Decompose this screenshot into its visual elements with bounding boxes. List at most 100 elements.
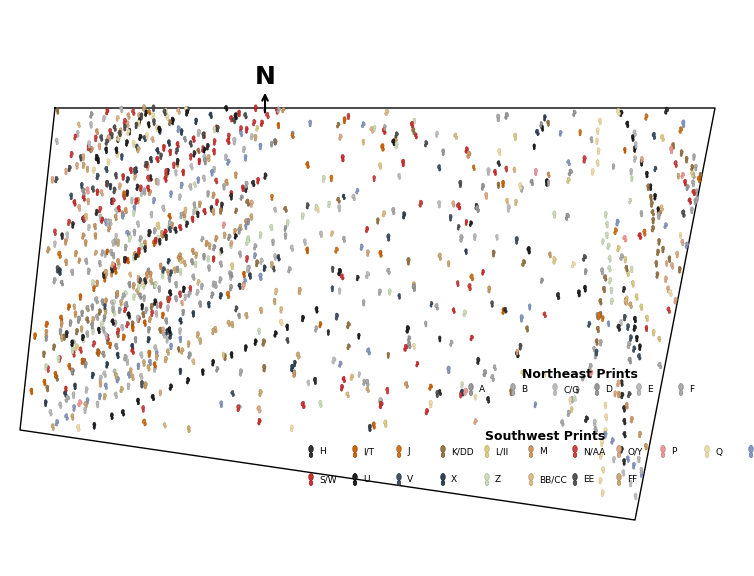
Ellipse shape [626,406,628,409]
Ellipse shape [234,172,238,176]
Ellipse shape [86,305,89,309]
Ellipse shape [319,400,322,405]
Ellipse shape [616,384,619,387]
Ellipse shape [74,137,76,140]
Text: Southwest Prints: Southwest Prints [485,430,605,443]
Ellipse shape [319,321,322,325]
Ellipse shape [678,266,682,271]
Ellipse shape [315,204,318,209]
Ellipse shape [362,139,365,143]
Ellipse shape [526,329,529,332]
Ellipse shape [195,210,197,214]
Ellipse shape [633,146,636,150]
Ellipse shape [228,324,231,327]
Ellipse shape [88,145,90,148]
Ellipse shape [361,125,363,128]
Ellipse shape [212,328,215,332]
Ellipse shape [155,302,158,306]
Ellipse shape [225,179,228,183]
Ellipse shape [621,392,624,396]
Ellipse shape [273,269,275,272]
Ellipse shape [87,309,89,312]
Ellipse shape [191,248,195,252]
Ellipse shape [327,332,329,335]
Ellipse shape [597,329,599,333]
Ellipse shape [533,147,535,150]
Ellipse shape [261,120,264,124]
Ellipse shape [379,162,382,167]
Ellipse shape [111,274,113,277]
Ellipse shape [167,225,170,229]
Ellipse shape [45,321,49,325]
Ellipse shape [154,365,157,368]
Ellipse shape [99,206,102,210]
Ellipse shape [263,265,266,269]
Ellipse shape [137,247,140,252]
Ellipse shape [105,301,107,305]
Ellipse shape [159,242,161,245]
Ellipse shape [493,169,496,173]
Ellipse shape [629,198,632,202]
Ellipse shape [513,167,516,170]
Ellipse shape [169,217,171,219]
Ellipse shape [228,234,231,238]
Ellipse shape [153,122,155,126]
Ellipse shape [650,204,652,207]
Ellipse shape [557,296,560,300]
Ellipse shape [167,269,170,273]
Ellipse shape [82,233,85,237]
Ellipse shape [109,219,112,223]
Ellipse shape [399,176,401,180]
Ellipse shape [366,383,369,386]
Ellipse shape [262,364,266,369]
Ellipse shape [57,251,61,256]
Ellipse shape [302,405,305,409]
Ellipse shape [49,410,52,414]
Ellipse shape [51,176,54,181]
Ellipse shape [182,303,183,306]
Ellipse shape [188,429,190,433]
Ellipse shape [634,142,637,146]
Ellipse shape [104,374,107,378]
Ellipse shape [250,200,253,204]
Ellipse shape [699,172,702,177]
Ellipse shape [148,229,152,234]
Ellipse shape [605,232,608,236]
Ellipse shape [166,321,168,324]
Ellipse shape [230,351,233,356]
Ellipse shape [118,209,121,212]
Ellipse shape [679,236,682,238]
Ellipse shape [273,138,276,143]
Ellipse shape [187,294,190,297]
Ellipse shape [216,129,219,132]
Ellipse shape [109,132,112,135]
Ellipse shape [136,288,139,293]
Ellipse shape [469,223,471,226]
Ellipse shape [45,338,48,342]
Ellipse shape [100,253,103,256]
Ellipse shape [661,453,665,457]
Ellipse shape [166,296,170,300]
Ellipse shape [78,261,80,264]
Ellipse shape [234,309,237,312]
Ellipse shape [260,310,262,314]
Ellipse shape [623,462,625,465]
Ellipse shape [238,316,241,319]
Ellipse shape [645,315,648,319]
Ellipse shape [168,220,171,225]
Ellipse shape [139,134,143,138]
Ellipse shape [180,351,182,354]
Ellipse shape [243,146,246,150]
Ellipse shape [660,366,662,369]
Ellipse shape [140,190,144,194]
Ellipse shape [148,368,150,371]
Ellipse shape [164,108,167,112]
Ellipse shape [85,386,88,391]
Ellipse shape [103,371,106,375]
Ellipse shape [695,192,697,196]
Ellipse shape [533,144,535,147]
Ellipse shape [483,373,486,377]
Ellipse shape [216,199,219,203]
Ellipse shape [225,105,227,109]
Ellipse shape [148,125,150,128]
